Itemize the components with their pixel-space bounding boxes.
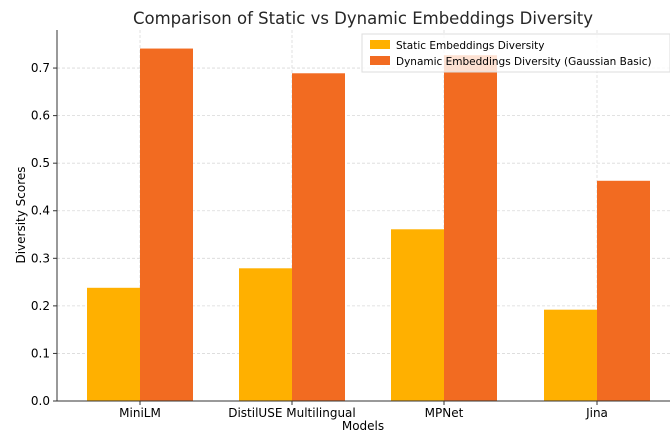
legend-swatch-static [370, 40, 390, 49]
legend-label-static: Static Embeddings Diversity [396, 40, 544, 52]
bar-static [544, 309, 597, 401]
y-axis-title: Diversity Scores [14, 166, 28, 263]
bar-dynamic [140, 48, 193, 402]
y-tick-label: 0.2 [31, 299, 50, 313]
y-tick-label: 0.1 [31, 346, 50, 360]
x-tick-label: MiniLM [119, 406, 161, 420]
y-tick-label: 0.3 [31, 251, 50, 265]
y-tick-label: 0.0 [31, 394, 50, 408]
x-tick-label: Jina [585, 406, 608, 420]
y-tick-label: 0.4 [31, 204, 50, 218]
y-tick-label: 0.7 [31, 61, 50, 75]
bar-dynamic [597, 180, 650, 401]
bar-dynamic [292, 73, 345, 402]
chart-title: Comparison of Static vs Dynamic Embeddin… [133, 9, 593, 28]
x-tick-label: DistilUSE Multilingual [228, 406, 356, 420]
legend-frame [361, 33, 670, 73]
y-tick-label: 0.6 [31, 109, 50, 123]
legend: Static Embeddings Diversity Dynamic Embe… [361, 33, 670, 73]
bars [87, 48, 650, 402]
legend-label-dynamic: Dynamic Embeddings Diversity (Gaussian B… [396, 56, 652, 68]
bar-static [239, 268, 292, 401]
bar-static [391, 229, 444, 401]
ticks: 0.0 0.1 0.2 0.3 0.4 0.5 0.6 0.7 MiniLM DistilUSE … [31, 61, 608, 420]
bar-static [87, 287, 140, 401]
axes [56, 30, 670, 402]
x-tick-label: MPNet [425, 406, 464, 420]
x-axis-title: Models [342, 419, 384, 433]
y-tick-label: 0.5 [31, 156, 50, 170]
legend-swatch-dynamic [370, 56, 390, 65]
bar-dynamic [444, 55, 497, 401]
